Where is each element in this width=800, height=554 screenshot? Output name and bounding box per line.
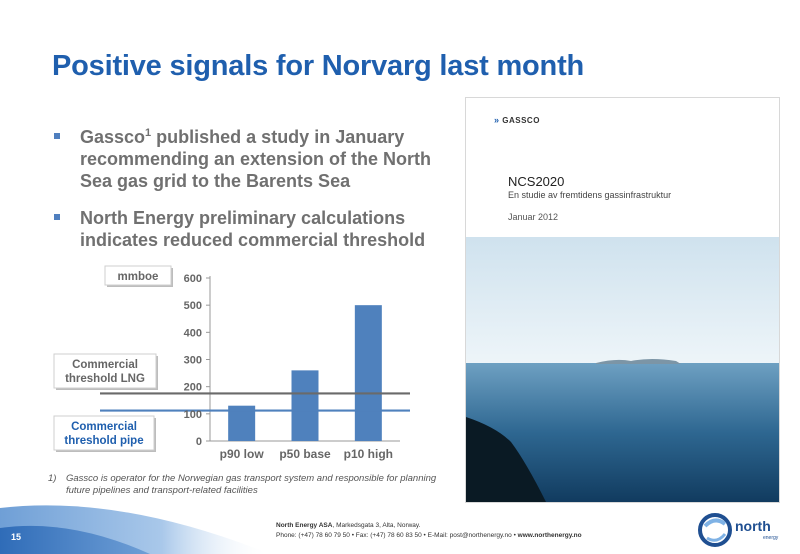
threshold-label-line1: Commercial — [71, 421, 137, 433]
bullet-text: Gassco — [80, 127, 146, 147]
y-tick-label: 600 — [184, 273, 202, 285]
chevron-right-icon: » — [494, 115, 500, 125]
gassco-report-cover: » GASSCO NCS2020 En studie av fremtidens… — [465, 97, 780, 503]
unit-label: mmboe — [118, 271, 159, 283]
category-label: p90 low — [220, 447, 265, 461]
bar — [354, 305, 382, 441]
sea-photo — [466, 237, 779, 502]
page-number: 15 — [11, 532, 22, 542]
bullet-text: North Energy preliminary calculations in… — [80, 208, 426, 250]
category-label: p50 base — [279, 447, 331, 461]
threshold-label-line2: threshold pipe — [64, 435, 143, 447]
y-tick-label: 400 — [184, 327, 202, 339]
y-tick-label: 200 — [184, 382, 202, 394]
bullet-marker — [54, 214, 60, 220]
bullet-list: Gassco1 published a study in January rec… — [52, 126, 452, 266]
unit-label-box — [104, 265, 172, 286]
cover-title: NCS2020 — [508, 174, 565, 189]
logo-subtext: energy — [763, 535, 779, 541]
threshold-label-box — [53, 415, 155, 451]
y-tick-label: 500 — [184, 300, 202, 312]
category-label: p10 high — [344, 447, 393, 461]
bullet-threshold: North Energy preliminary calculations in… — [52, 207, 452, 251]
y-tick-label: 300 — [184, 355, 202, 367]
y-tick-label: 0 — [196, 436, 202, 448]
threshold-label-box — [53, 353, 157, 389]
cover-date: Januar 2012 — [508, 212, 559, 222]
contact-details: Phone: (+47) 78 60 79 50 • Fax: (+47) 78… — [276, 532, 518, 539]
threshold-label-line2: threshold LNG — [65, 373, 145, 385]
footnote-ref: 1 — [145, 127, 152, 139]
website-link[interactable]: www.northenergy.no — [517, 532, 582, 539]
cover-subtitle: En studie av fremtidens gassinfrastruktu… — [508, 190, 672, 200]
gassco-logo: » GASSCO — [494, 115, 540, 125]
company-address: , Markedsgata 3, Alta, Norway. — [332, 522, 421, 529]
page-title: Positive signals for Norvarg last month — [52, 50, 585, 82]
footer-contact: North Energy ASA, Markedsgata 3, Alta, N… — [276, 521, 582, 541]
bar — [291, 370, 319, 441]
bullet-text-rest: published a study in January recommendin… — [80, 127, 432, 191]
company-name: North Energy ASA — [276, 522, 333, 529]
north-energy-logo: north energy — [697, 512, 787, 548]
logo-wordmark: north — [735, 518, 771, 534]
bullet-gassco-study: Gassco1 published a study in January rec… — [52, 126, 452, 192]
footnote-number: 1) — [48, 473, 57, 484]
swirl-icon — [698, 513, 732, 547]
y-tick-label: 100 — [184, 409, 202, 421]
footer-swoosh — [0, 505, 270, 554]
threshold-label-line1: Commercial — [72, 359, 138, 371]
footnote-text: Gassco is operator for the Norwegian gas… — [66, 473, 437, 496]
threshold-bar-chart: 0 100 200 300 400 500 600 p90 low p50 base p10 h… — [53, 265, 410, 461]
bullet-marker — [54, 133, 60, 139]
